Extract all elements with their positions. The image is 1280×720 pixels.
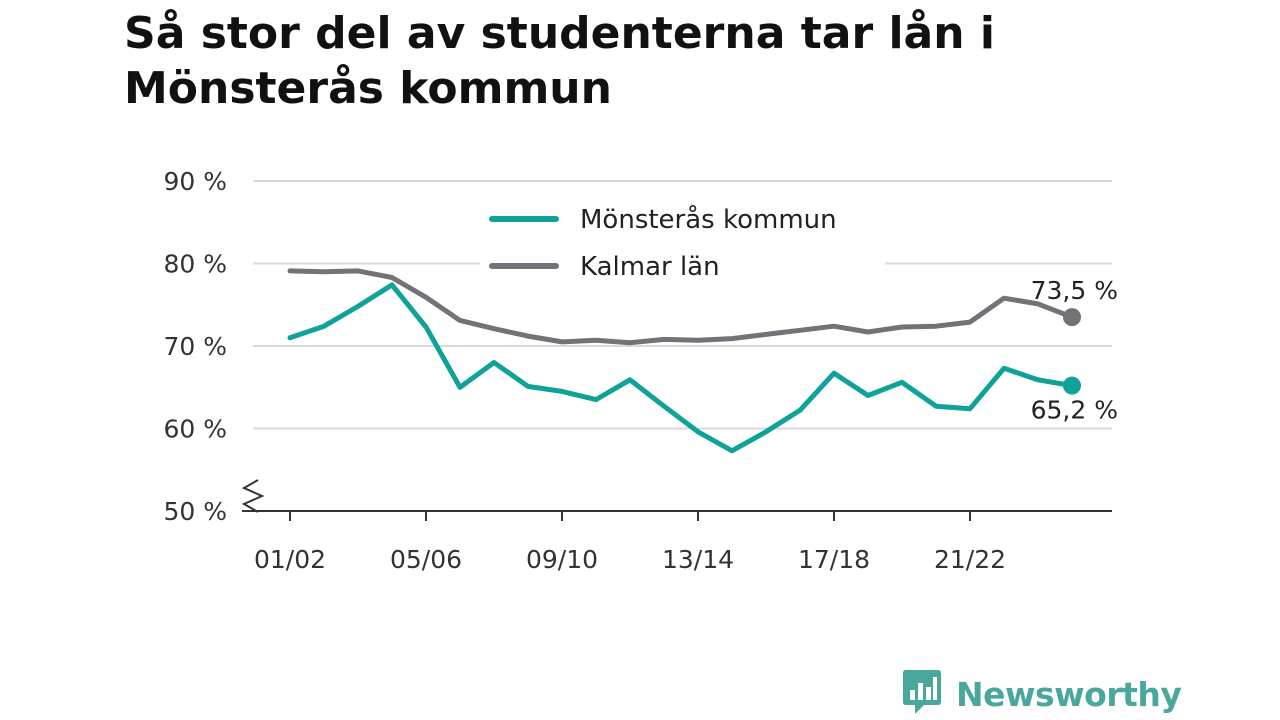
x-tick-label: 13/14 xyxy=(662,545,734,574)
series-end-marker xyxy=(1063,376,1081,395)
end-labels: 65,2 % 73,5 % xyxy=(1031,276,1118,424)
brand-name: Newsworthy xyxy=(956,674,1182,714)
legend-label: Mönsterås kommun xyxy=(580,204,837,235)
axis-break-icon xyxy=(241,479,265,513)
axes: 50 % 60 % 70 % 80 % 90 % 01/02 05/06 09/10 13/14… xyxy=(163,167,1112,574)
x-tick-label: 17/18 xyxy=(798,545,870,574)
x-tick-label: 01/02 xyxy=(254,545,326,574)
y-tick-label: 50 % xyxy=(163,497,227,526)
x-tick-label: 05/06 xyxy=(390,545,462,574)
legend-background xyxy=(480,196,885,288)
end-value-label: 65,2 % xyxy=(1031,396,1118,425)
end-value-label: 73,5 % xyxy=(1031,276,1118,305)
series-end-marker xyxy=(1063,308,1081,327)
newsworthy-logo-icon xyxy=(902,668,942,720)
y-tick-label: 90 % xyxy=(163,167,227,196)
y-tick-label: 80 % xyxy=(163,250,227,279)
y-tick-label: 70 % xyxy=(163,332,227,361)
legend-label: Kalmar län xyxy=(580,252,720,282)
legend: Mönsterås kommun Kalmar län xyxy=(480,196,885,288)
series-line xyxy=(287,268,1075,346)
line-chart: 50 % 60 % 70 % 80 % 90 % 01/02 05/06 09/10 13/14… xyxy=(163,167,1118,574)
y-tick-label: 60 % xyxy=(163,415,227,444)
chart-title: Så stor del av studenterna tar lån i Mön… xyxy=(124,8,995,114)
x-tick-label: 09/10 xyxy=(526,545,598,574)
x-tick-label: 21/22 xyxy=(934,545,1006,574)
series-lines xyxy=(287,268,1081,454)
brand-logo: Newsworthy xyxy=(902,668,1182,720)
series-line xyxy=(287,282,1075,454)
